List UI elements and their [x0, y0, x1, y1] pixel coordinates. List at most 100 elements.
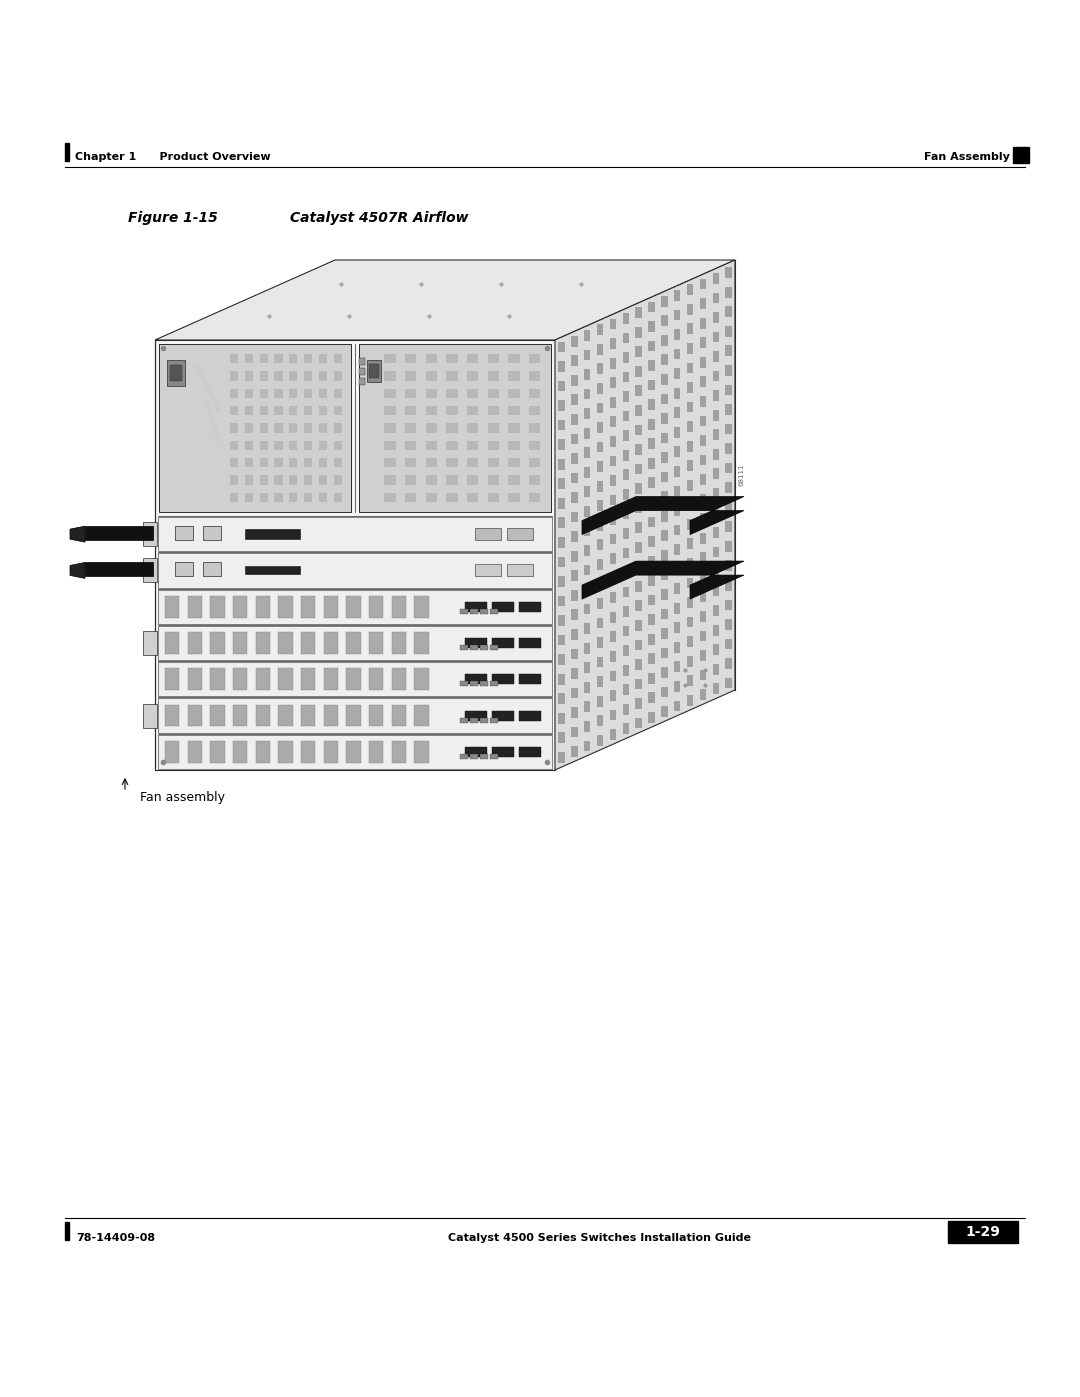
Bar: [584, 506, 591, 517]
Bar: [279, 740, 293, 763]
Bar: [467, 372, 478, 381]
Bar: [609, 436, 616, 447]
Bar: [622, 313, 629, 324]
Bar: [529, 493, 540, 502]
Polygon shape: [70, 527, 85, 542]
Bar: [230, 423, 239, 433]
Bar: [488, 493, 499, 502]
Bar: [700, 337, 706, 348]
Bar: [661, 648, 667, 658]
Text: Figure 1-15: Figure 1-15: [129, 211, 218, 225]
Bar: [584, 584, 591, 595]
Bar: [713, 644, 719, 655]
Bar: [301, 597, 315, 617]
Bar: [635, 327, 642, 338]
Bar: [529, 353, 540, 363]
Bar: [188, 631, 202, 654]
Bar: [460, 718, 468, 722]
Bar: [558, 732, 565, 743]
Bar: [584, 349, 591, 360]
Bar: [334, 353, 341, 363]
Bar: [609, 358, 616, 369]
Bar: [674, 564, 680, 574]
Bar: [648, 419, 654, 429]
Bar: [347, 704, 361, 726]
Bar: [319, 423, 327, 433]
Bar: [509, 493, 519, 502]
Bar: [609, 553, 616, 564]
Bar: [274, 493, 283, 502]
Bar: [245, 372, 253, 381]
Bar: [233, 631, 247, 654]
Bar: [369, 631, 383, 654]
Bar: [405, 372, 417, 381]
Bar: [597, 344, 604, 355]
Bar: [700, 415, 706, 426]
Bar: [661, 335, 667, 345]
Bar: [674, 427, 680, 437]
Bar: [519, 675, 541, 685]
Bar: [488, 388, 499, 398]
Bar: [648, 576, 654, 585]
Bar: [661, 492, 667, 502]
Bar: [405, 475, 417, 485]
Bar: [609, 592, 616, 604]
Bar: [319, 475, 327, 485]
Bar: [674, 661, 680, 672]
Bar: [584, 369, 591, 380]
Bar: [597, 657, 604, 668]
Bar: [274, 423, 283, 433]
Bar: [303, 407, 312, 415]
Bar: [635, 444, 642, 455]
Bar: [259, 423, 268, 433]
Bar: [470, 682, 478, 686]
Bar: [584, 330, 591, 341]
Bar: [622, 665, 629, 676]
Bar: [609, 397, 616, 408]
Bar: [674, 447, 680, 457]
Bar: [584, 662, 591, 673]
Bar: [713, 664, 719, 675]
Bar: [446, 353, 458, 363]
Text: Catalyst 4507R Airflow: Catalyst 4507R Airflow: [291, 211, 469, 225]
Bar: [303, 440, 312, 450]
Bar: [661, 374, 667, 384]
Bar: [700, 591, 706, 602]
Bar: [700, 317, 706, 328]
Bar: [529, 475, 540, 485]
Bar: [245, 440, 253, 450]
Bar: [256, 597, 270, 617]
Bar: [230, 440, 239, 450]
Bar: [700, 474, 706, 485]
Bar: [674, 506, 680, 515]
Bar: [274, 440, 283, 450]
Bar: [465, 638, 487, 648]
Bar: [726, 580, 732, 591]
Bar: [259, 440, 268, 450]
Bar: [303, 353, 312, 363]
Bar: [674, 700, 680, 711]
Bar: [392, 740, 406, 763]
Bar: [384, 458, 395, 468]
Bar: [558, 693, 565, 704]
Bar: [571, 453, 578, 464]
Text: Fan Assembly: Fan Assembly: [924, 152, 1010, 162]
Bar: [529, 407, 540, 415]
Bar: [558, 654, 565, 665]
Bar: [211, 631, 225, 654]
Bar: [279, 597, 293, 617]
Bar: [426, 372, 437, 381]
Bar: [726, 365, 732, 376]
Bar: [571, 687, 578, 698]
Bar: [726, 560, 732, 571]
Bar: [319, 372, 327, 381]
Bar: [289, 407, 297, 415]
Bar: [622, 509, 629, 520]
Bar: [713, 429, 719, 440]
Bar: [230, 372, 239, 381]
Bar: [687, 402, 693, 412]
Bar: [713, 292, 719, 303]
Bar: [324, 704, 338, 726]
Bar: [648, 536, 654, 546]
Bar: [158, 698, 552, 732]
